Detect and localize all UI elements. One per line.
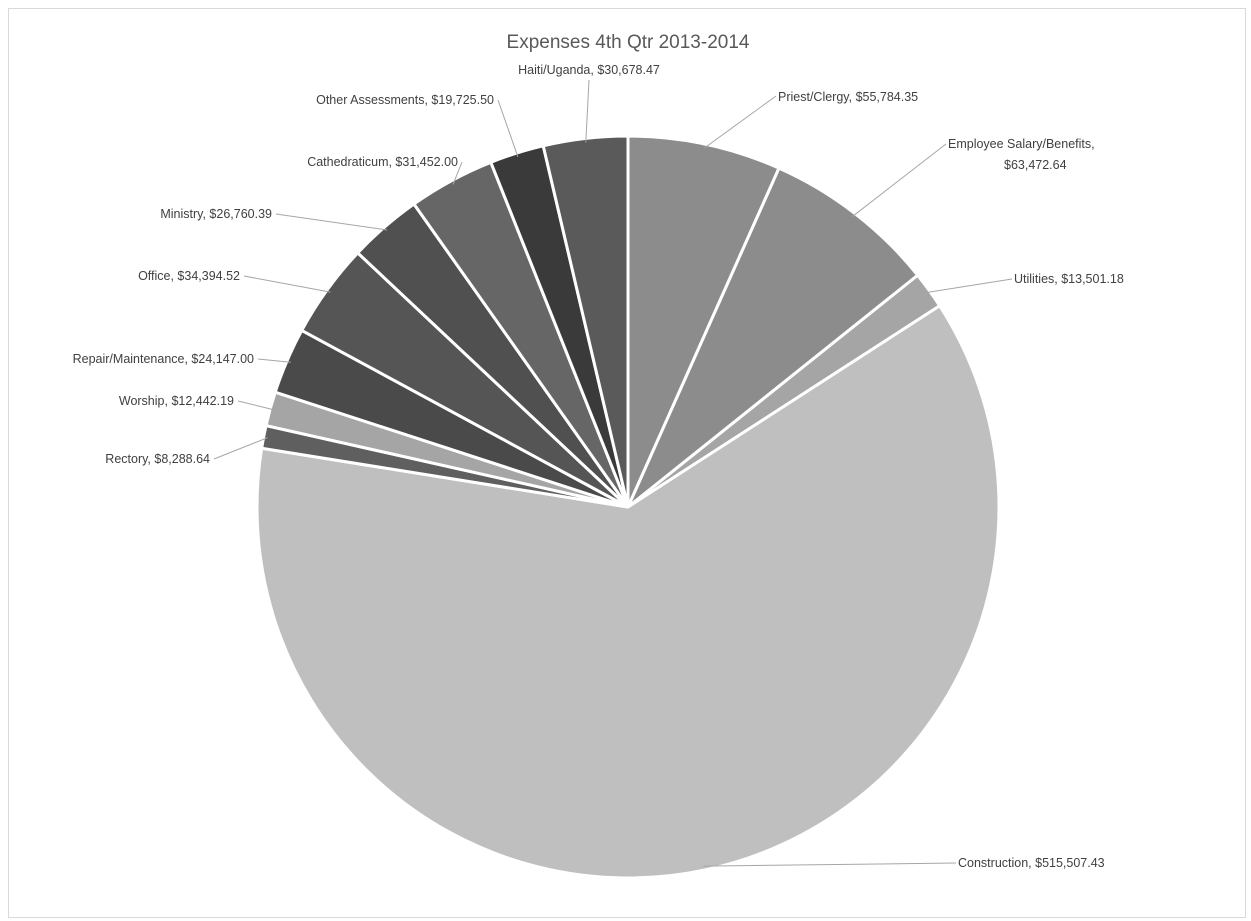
leader-line (704, 95, 777, 149)
leader-line (452, 161, 463, 185)
leader-line (213, 437, 268, 460)
data-label: Other Assessments, $19,725.50 (316, 93, 494, 107)
leader-lines (213, 79, 1013, 867)
leader-line (237, 400, 275, 411)
data-label: Construction, $515,507.43 (958, 856, 1105, 870)
leader-line (497, 99, 519, 158)
data-label: Repair/Maintenance, $24,147.00 (73, 352, 254, 366)
data-label: Employee Salary/Benefits, $63,472.64 (948, 137, 1095, 172)
data-label: Ministry, $26,760.39 (160, 207, 272, 221)
leader-line (703, 862, 957, 867)
pie-slice (255, 303, 1001, 880)
data-label: Office, $34,394.52 (138, 269, 240, 283)
leader-line (243, 275, 331, 293)
pie-slice (541, 134, 630, 508)
pie-slice (626, 134, 781, 508)
data-label: Haiti/Uganda, $30,678.47 (518, 63, 660, 77)
chart-title: Expenses 4th Qtr 2013-2014 (507, 32, 750, 53)
data-label: Rectory, $8,288.64 (105, 452, 210, 466)
data-label: Cathedraticum, $31,452.00 (307, 155, 458, 169)
leader-line (925, 278, 1013, 294)
data-label: Utilities, $13,501.18 (1014, 272, 1124, 286)
leader-line (257, 358, 291, 363)
data-labels: Priest/Clergy, $55,784.35 Employee Salary… (73, 63, 1124, 870)
data-label: Priest/Clergy, $55,784.35 (778, 90, 918, 104)
leader-line (275, 213, 388, 231)
data-label: Worship, $12,442.19 (119, 394, 234, 408)
pie-slices (255, 134, 1001, 880)
leader-line (852, 143, 947, 217)
leader-line (585, 79, 590, 143)
pie-slice (626, 166, 920, 509)
